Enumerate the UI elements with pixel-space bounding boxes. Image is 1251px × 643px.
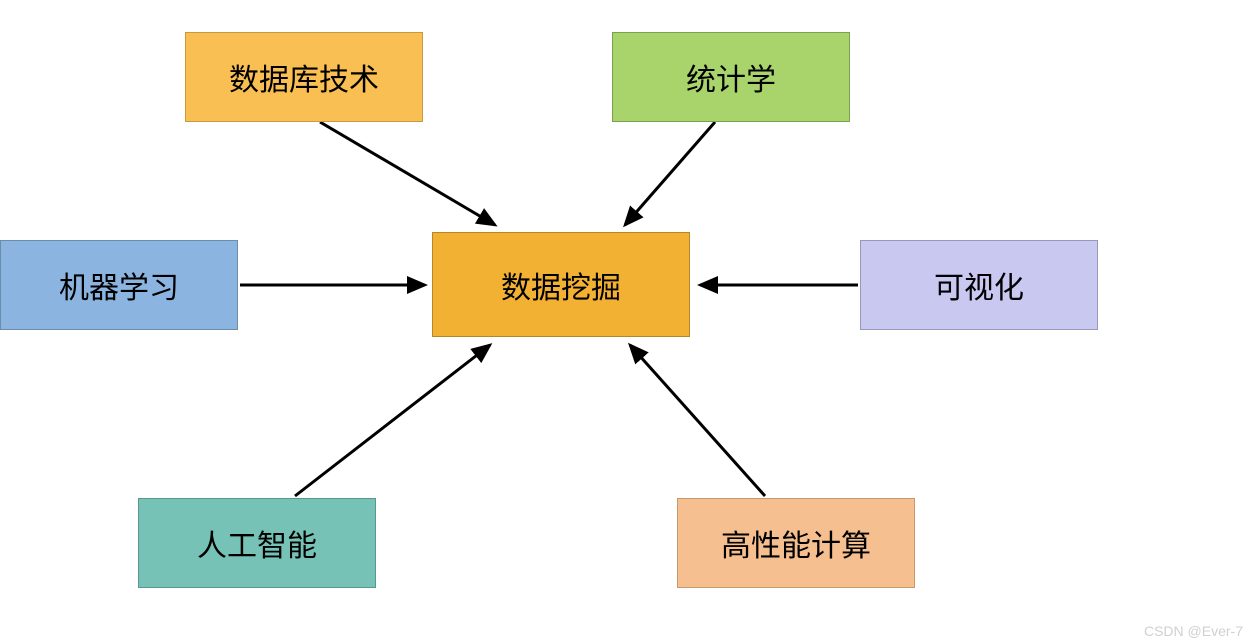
node-statistics: 统计学 — [612, 32, 850, 122]
node-visualization-label: 可视化 — [934, 263, 1024, 307]
node-ai: 人工智能 — [138, 498, 376, 588]
node-center: 数据挖掘 — [432, 232, 690, 337]
edge-db_tech-to-center — [320, 122, 495, 225]
node-db-tech-label: 数据库技术 — [229, 55, 379, 99]
edge-ai-to-center — [295, 345, 490, 496]
node-statistics-label: 统计学 — [686, 55, 776, 99]
edge-statistics-to-center — [625, 122, 715, 225]
node-db-tech: 数据库技术 — [185, 32, 423, 122]
node-ai-label: 人工智能 — [197, 521, 317, 565]
node-hpc: 高性能计算 — [677, 498, 915, 588]
node-hpc-label: 高性能计算 — [721, 521, 871, 565]
watermark-text: CSDN @Ever-7 — [1144, 623, 1243, 639]
node-center-label: 数据挖掘 — [501, 263, 621, 307]
node-ml-label: 机器学习 — [59, 263, 179, 307]
node-ml: 机器学习 — [0, 240, 238, 330]
node-visualization: 可视化 — [860, 240, 1098, 330]
edge-hpc-to-center — [630, 345, 765, 496]
